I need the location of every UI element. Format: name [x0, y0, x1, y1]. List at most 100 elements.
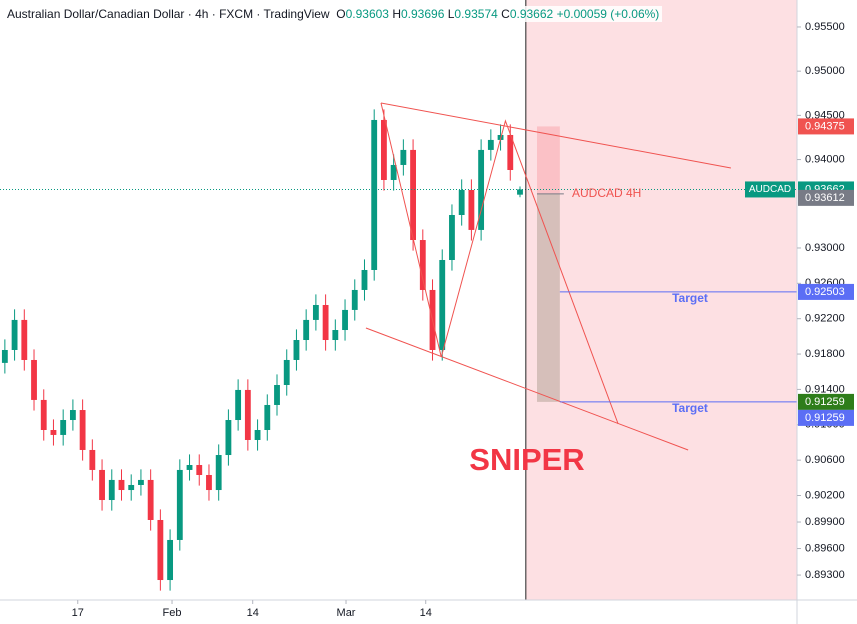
price-label-text: 0.92503 — [805, 286, 845, 298]
price-label: 0.92503 — [798, 283, 854, 300]
candle-body — [410, 149, 416, 241]
candle-body — [274, 385, 280, 405]
y-tick-label: 0.89600 — [805, 542, 845, 554]
x-tick-label: 17 — [72, 607, 84, 619]
symbol: Australian Dollar/Canadian Dollar · 4h ·… — [7, 7, 330, 21]
l-label: L — [447, 7, 455, 21]
h-label: H — [392, 7, 401, 21]
candle-body — [235, 389, 242, 421]
trendline — [380, 102, 619, 425]
candle-body — [128, 484, 135, 491]
candle-body — [157, 519, 164, 581]
annotation: AUDCAD 4H — [572, 186, 641, 200]
price-label: 0.94375 — [798, 118, 854, 135]
candle-body — [322, 304, 329, 341]
trendline — [380, 102, 731, 169]
c-value: 0.93662 — [509, 7, 554, 21]
candle-body — [31, 359, 37, 400]
y-tick-label: 0.91800 — [805, 348, 845, 360]
trendline — [365, 327, 689, 451]
time-axis-bg — [0, 600, 857, 624]
candle-body — [176, 469, 183, 540]
price-label-text: 0.91259 — [805, 396, 845, 408]
candle-body — [196, 465, 203, 475]
y-tick-label: 0.90600 — [805, 454, 845, 466]
candle-body — [118, 479, 125, 491]
price-label-bg — [798, 118, 854, 135]
price-label: 0.91259 — [798, 409, 854, 426]
candle-body — [303, 319, 310, 341]
price-label-text: 0.94375 — [805, 120, 845, 132]
candle-body — [293, 340, 300, 360]
y-tick-label: 0.93000 — [805, 242, 845, 254]
candle-body — [206, 474, 212, 491]
candle-body — [186, 465, 193, 470]
h-value: 0.93696 — [401, 7, 445, 21]
l-value: 0.93574 — [454, 7, 498, 21]
price-label-bg — [798, 393, 854, 410]
price-label: 0.91259 — [798, 393, 854, 410]
candle-body — [244, 389, 251, 440]
candle-body — [138, 479, 144, 485]
x-tick-label: 14 — [247, 607, 259, 619]
candle-body — [371, 119, 378, 270]
change: +0.00059 (+0.06%) — [556, 7, 660, 21]
o-value: 0.93603 — [345, 7, 389, 21]
candle-body — [283, 359, 290, 386]
x-tick-label: Feb — [163, 607, 182, 619]
candle-body — [40, 399, 47, 430]
candle-body — [487, 139, 494, 150]
o-label: O — [336, 7, 346, 21]
candle-body — [419, 240, 426, 290]
candle-body — [147, 479, 154, 520]
price-label-bg — [798, 189, 854, 206]
candle-body — [225, 420, 232, 456]
price-label-name-bg — [745, 181, 795, 198]
stop-zone — [537, 126, 560, 194]
target-label: Target — [672, 291, 708, 305]
price-label: 0.93612 — [798, 189, 854, 206]
price-label-text: 0.91259 — [805, 412, 845, 424]
candle-body — [264, 404, 271, 430]
y-tick-label: 0.95500 — [805, 21, 845, 33]
candle-body — [332, 330, 339, 341]
candle-body — [167, 539, 174, 581]
candle-body — [351, 289, 358, 310]
candle-body — [468, 189, 475, 230]
candle-body — [361, 269, 368, 290]
y-tick-label: 0.94000 — [805, 153, 845, 165]
price-label-bg — [798, 283, 854, 300]
candle-body — [108, 479, 115, 501]
candle-body — [381, 119, 387, 180]
candle-body — [1, 349, 8, 363]
candle-body — [312, 304, 319, 320]
candle-body — [517, 189, 523, 195]
projection-zone — [525, 0, 797, 600]
candle-body — [478, 149, 485, 230]
x-tick-label: 14 — [420, 607, 432, 619]
candle-body — [342, 309, 348, 331]
target-zone — [537, 193, 560, 402]
annotation: SNIPER — [469, 442, 584, 477]
x-tick-label: Mar — [337, 607, 356, 619]
y-tick-label: 0.90200 — [805, 489, 845, 501]
y-tick-label: 0.91400 — [805, 383, 845, 395]
candle-body — [50, 429, 57, 435]
candle-body — [89, 449, 96, 470]
candle-body — [69, 410, 76, 421]
price-label-name: AUDCAD — [749, 184, 791, 195]
candle-body — [79, 410, 86, 450]
candle-body — [390, 164, 397, 180]
target-label: Target — [672, 401, 708, 415]
legend-header: Australian Dollar/Canadian Dollar · 4h ·… — [4, 6, 663, 22]
candle-body — [215, 455, 222, 491]
candle-body — [254, 429, 261, 440]
candle-body — [449, 214, 455, 260]
y-tick-label: 0.95000 — [805, 65, 845, 77]
c-label: C — [501, 7, 510, 21]
y-tick-label: 0.94500 — [805, 109, 845, 121]
candle-body — [21, 319, 28, 360]
axis-bg — [797, 0, 857, 624]
